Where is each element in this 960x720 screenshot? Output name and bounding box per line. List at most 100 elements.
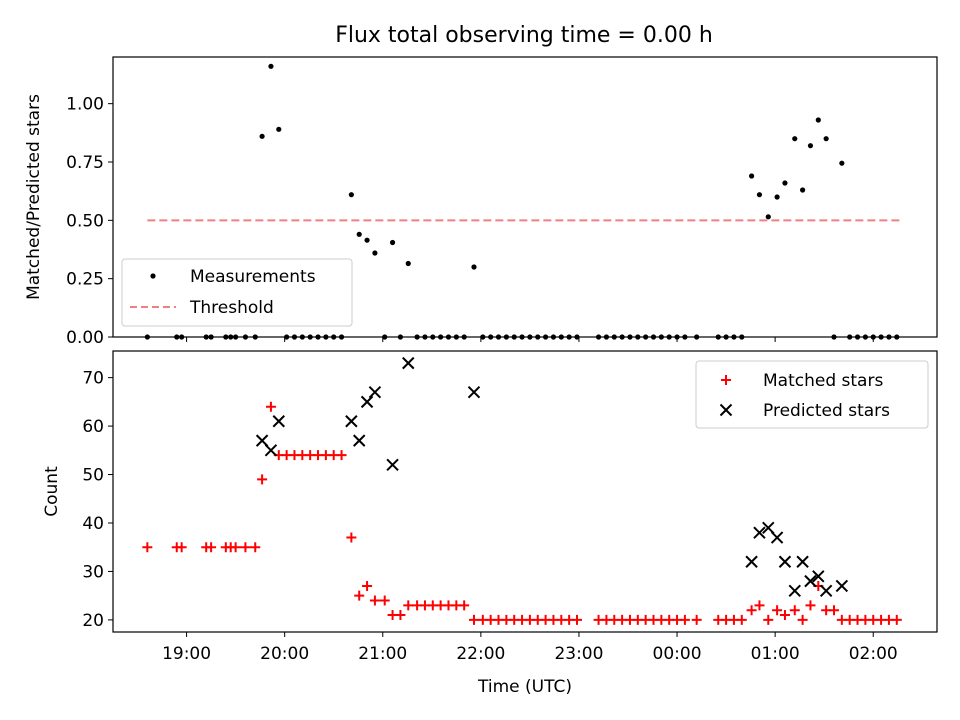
- matched-star-point: [257, 474, 268, 485]
- matched-star-point: [459, 600, 470, 611]
- count-y-tick-label: 30: [82, 562, 104, 582]
- time-x-ticks: 19:00 20:00 21:00 22:00 23:00 00:00 01:00 02:00: [162, 632, 898, 664]
- count-panel: 20 30 40 50 60 70 19:00 20:00 21:00 22:00 23:00 00…: [42, 350, 938, 697]
- matched-star-point: [891, 614, 902, 625]
- matched-star-point: [230, 542, 241, 553]
- chart-title: Flux total observing time = 0.00 h: [335, 23, 713, 48]
- measurement-point: [807, 143, 814, 149]
- matched-star-point: [805, 600, 816, 611]
- matched-star-point: [265, 401, 276, 412]
- matched-star-point: [240, 542, 251, 553]
- measurement-point: [471, 264, 477, 270]
- predicted-star-point: [345, 415, 358, 428]
- measurement-point: [749, 173, 755, 179]
- matched-star-point: [354, 590, 365, 601]
- count-legend: Matched stars Predicted stars: [695, 360, 929, 429]
- predicted-star-point: [255, 434, 269, 447]
- matched-star-point: [336, 450, 347, 461]
- measurement-point: [268, 63, 274, 69]
- legend-measurements-marker: [150, 273, 156, 279]
- predicted-star-point: [360, 395, 374, 409]
- matched-star-point: [797, 614, 808, 625]
- matched-star-point: [362, 580, 373, 591]
- predicted-star-point: [264, 444, 278, 457]
- measurement-point: [348, 192, 354, 198]
- measurement-point: [792, 136, 798, 142]
- matched-star-point: [142, 542, 153, 553]
- measurement-point: [774, 194, 780, 200]
- measurement-point: [782, 180, 788, 186]
- matched-star-point: [829, 605, 839, 616]
- matched-star-point: [369, 595, 380, 606]
- matched-star-point: [772, 605, 783, 616]
- predicted-star-point: [804, 574, 817, 588]
- time-x-tick-label: 01:00: [751, 644, 800, 664]
- measurement-point: [765, 214, 771, 220]
- matched-star-point: [789, 605, 800, 616]
- measurement-point: [259, 133, 265, 139]
- count-y-tick-label: 20: [82, 611, 104, 631]
- ratio-axes-frame: [112, 56, 938, 338]
- measurement-point: [823, 136, 829, 142]
- predicted-star-point: [788, 584, 801, 598]
- matched-star-point: [779, 610, 790, 621]
- matched-star-point: [403, 600, 414, 611]
- legend-threshold-label: Threshold: [189, 298, 274, 318]
- matched-star-point: [746, 605, 757, 616]
- time-x-tick-label: 21:00: [358, 644, 407, 664]
- legend-matched-glyph: [721, 375, 731, 385]
- ratio-y-axis-label: Matched/Predicted stars: [24, 94, 44, 300]
- predicted-star-point: [835, 579, 849, 593]
- measurement-point: [364, 237, 370, 243]
- count-y-tick-label: 40: [82, 514, 104, 534]
- count-y-ticks: 20 30 40 50 60 70: [82, 369, 113, 631]
- measurement-point: [839, 160, 845, 166]
- time-x-tick-label: 20:00: [260, 644, 309, 664]
- measurement-point: [800, 187, 806, 193]
- predicted-star-point: [368, 385, 382, 399]
- matched-star-point: [691, 614, 702, 625]
- time-x-tick-label: 19:00: [162, 644, 211, 664]
- measurement-point: [756, 192, 763, 198]
- ratio-y-ticks: 0.00 0.25 0.50 0.75 1.00: [66, 95, 874, 348]
- count-legend-box: [695, 360, 929, 429]
- predicted-star-point: [796, 555, 809, 568]
- matched-star-point: [206, 542, 217, 553]
- predicted-star-point: [467, 385, 481, 399]
- time-x-tick-label: 23:00: [554, 644, 603, 664]
- legend-predicted-glyph: [719, 403, 733, 417]
- ratio-y-tick-label: 0.25: [66, 270, 104, 290]
- predicted-star-point: [762, 521, 775, 535]
- measurement-point: [389, 239, 396, 246]
- count-axes-frame: [112, 350, 938, 633]
- legend-measurements-label: Measurements: [190, 267, 316, 287]
- predicted-star-point: [819, 584, 833, 598]
- legend-predicted-marker: [719, 403, 733, 417]
- predicted-star-point: [812, 570, 825, 583]
- matched-star-point: [763, 614, 774, 625]
- time-x-axis-label: Time (UTC): [477, 677, 572, 697]
- legend-predicted-label: Predicted stars: [763, 401, 890, 421]
- measurement-point: [276, 126, 282, 132]
- matched-star-point: [571, 614, 582, 625]
- matched-star-point: [468, 614, 479, 625]
- legend-matched-marker: [721, 375, 731, 385]
- matched-star-point: [679, 614, 690, 625]
- matched-star-point: [395, 610, 406, 621]
- count-y-tick-label: 50: [82, 466, 104, 486]
- matched-star-point: [379, 595, 390, 606]
- ratio-y-tick-label: 0.75: [66, 153, 104, 173]
- matched-star-point: [754, 600, 765, 611]
- time-x-tick-label: 02:00: [849, 644, 898, 664]
- ratio-y-tick-label: 1.00: [66, 95, 104, 115]
- measurement-point: [356, 231, 362, 237]
- count-y-tick-label: 70: [82, 369, 104, 389]
- measurement-point: [815, 117, 821, 123]
- legend-matched-label: Matched stars: [763, 371, 883, 391]
- time-x-tick-label: 00:00: [653, 644, 702, 664]
- matched-star-point: [250, 542, 261, 553]
- predicted-star-point: [272, 415, 285, 428]
- ratio-y-tick-label: 0.00: [66, 328, 104, 348]
- matched-star-point: [176, 542, 187, 553]
